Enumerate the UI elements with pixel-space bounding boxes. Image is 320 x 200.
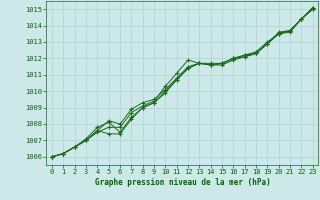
- X-axis label: Graphe pression niveau de la mer (hPa): Graphe pression niveau de la mer (hPa): [94, 178, 270, 187]
